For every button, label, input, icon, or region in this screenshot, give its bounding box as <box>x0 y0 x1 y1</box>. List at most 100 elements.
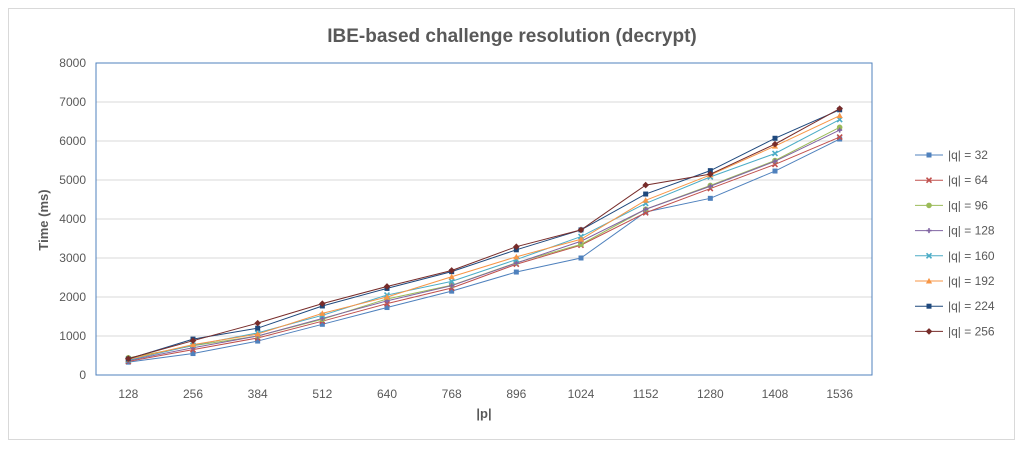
data-point <box>319 321 325 327</box>
data-point <box>836 112 843 119</box>
data-point <box>125 355 132 362</box>
data-point <box>449 288 455 294</box>
data-point <box>707 195 713 201</box>
legend-item: |q| = 64 <box>915 173 988 187</box>
legend-label: |q| = 224 <box>948 299 995 313</box>
data-point <box>925 328 933 335</box>
data-point <box>383 293 391 300</box>
legend-label: |q| = 96 <box>948 198 988 212</box>
data-point <box>836 134 843 141</box>
data-point <box>513 253 520 260</box>
data-point <box>925 177 933 184</box>
y-tick-label: 5000 <box>59 173 86 187</box>
legend-label: |q| = 256 <box>948 324 995 338</box>
data-point <box>319 315 325 321</box>
x-tick-label: 1408 <box>762 387 789 401</box>
data-point <box>836 124 843 131</box>
x-tick-label: 1280 <box>697 387 724 401</box>
series-line <box>128 109 840 360</box>
data-point <box>642 197 649 203</box>
data-point <box>642 181 649 189</box>
legend-item: |q| = 96 <box>915 198 988 212</box>
legend-label: |q| = 128 <box>948 224 995 238</box>
data-point <box>319 310 326 316</box>
data-point <box>926 202 932 209</box>
data-point <box>513 260 519 266</box>
y-tick-label: 7000 <box>59 95 86 109</box>
legend-label: |q| = 64 <box>948 173 988 187</box>
legend-item: |q| = 128 <box>915 224 995 238</box>
data-point <box>926 152 932 158</box>
x-tick-label: 640 <box>377 387 397 401</box>
data-point <box>772 168 778 174</box>
x-tick-label: 128 <box>118 387 138 401</box>
legend-label: |q| = 192 <box>948 274 995 288</box>
x-tick-label: 896 <box>506 387 526 401</box>
data-point <box>578 255 584 261</box>
gridlines <box>96 101 872 337</box>
series-line <box>128 136 840 362</box>
legend-item: |q| = 256 <box>915 324 995 338</box>
y-tick-label: 4000 <box>59 212 86 226</box>
data-point <box>449 283 455 289</box>
series-line <box>128 138 840 363</box>
data-point <box>772 135 778 141</box>
data-point <box>771 140 779 148</box>
data-point <box>925 277 933 284</box>
data-point <box>643 206 649 212</box>
data-point <box>837 127 843 133</box>
data-point <box>255 338 261 344</box>
y-tick-label: 3000 <box>59 251 86 265</box>
data-point <box>707 170 714 178</box>
y-tick-label: 8000 <box>59 56 86 70</box>
data-point <box>383 283 391 290</box>
y-tick-label: 6000 <box>59 134 86 148</box>
data-point <box>926 228 932 234</box>
series-8 <box>125 105 843 362</box>
data-point <box>513 269 519 275</box>
series-layer <box>125 105 843 365</box>
data-point <box>926 303 932 309</box>
data-point <box>189 337 197 344</box>
plot-area-border <box>95 62 873 376</box>
data-point <box>448 273 455 280</box>
data-point <box>707 168 713 174</box>
data-point <box>771 150 779 157</box>
series-line <box>128 115 840 360</box>
legend-item: |q| = 224 <box>915 299 995 313</box>
y-tick-label: 2000 <box>59 290 86 304</box>
y-axis-label: Time (ms) <box>36 189 51 250</box>
data-point <box>925 252 933 259</box>
x-tick-label: 1024 <box>568 387 595 401</box>
data-point <box>513 243 520 250</box>
y-tick-label: 1000 <box>59 329 86 343</box>
data-point <box>836 105 843 112</box>
series-5 <box>125 116 843 364</box>
x-tick-label: 256 <box>183 387 203 401</box>
x-tick-label: 512 <box>312 387 332 401</box>
data-point <box>189 341 197 348</box>
data-point <box>643 191 649 197</box>
legend-item: |q| = 160 <box>915 249 995 263</box>
data-point <box>383 300 391 307</box>
legend-label: |q| = 32 <box>948 148 988 162</box>
data-point <box>837 136 843 142</box>
series-line <box>128 126 840 359</box>
data-point <box>772 158 778 164</box>
chart-frame <box>8 8 1015 440</box>
data-point <box>707 183 713 189</box>
chart-title: IBE-based challenge resolution (decrypt) <box>327 26 697 47</box>
legend-label: |q| = 160 <box>948 249 995 263</box>
data-point <box>577 226 585 234</box>
x-axis-ticks: 128 256 384 512 640 768 896 1024 1152 1280 1408 153… <box>118 387 853 401</box>
legend: |q| = 32 |q| = 64 |q| = 96 |q| = 128 |q| = 1… <box>915 148 995 338</box>
data-point <box>448 278 455 285</box>
data-point <box>255 325 261 331</box>
data-point <box>319 300 326 307</box>
x-tick-label: 1536 <box>826 387 853 401</box>
data-point <box>577 236 585 242</box>
legend-item: |q| = 192 <box>915 274 995 288</box>
data-point <box>254 319 261 327</box>
data-point <box>190 351 196 357</box>
